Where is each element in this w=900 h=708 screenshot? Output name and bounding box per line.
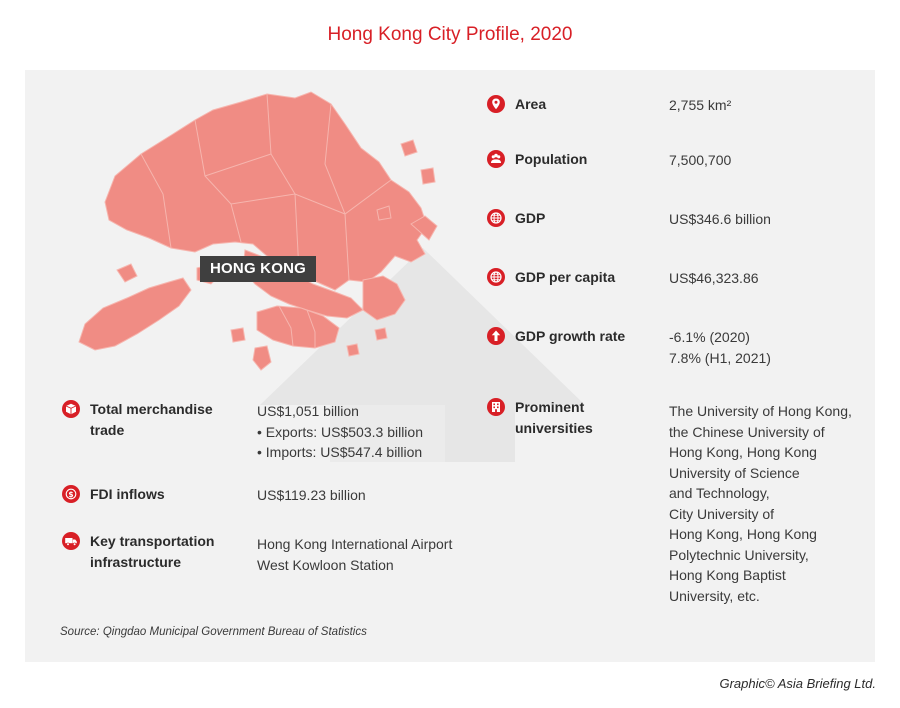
stat-value-line: Hong Kong, Hong Kong: [669, 526, 817, 542]
stat-value-line: The University of Hong Kong,: [669, 403, 852, 419]
hong-kong-map: [78, 91, 438, 371]
stat-label: Area: [515, 94, 665, 115]
stat-label-line: FDI inflows: [90, 486, 165, 502]
stat-value-line: US$119.23 billion: [257, 487, 366, 503]
stat-value: The University of Hong Kong, the Chinese …: [669, 401, 852, 606]
globe-icon: [487, 268, 505, 286]
stat-value: 7,500,700: [669, 150, 731, 171]
stat-value-line: University, etc.: [669, 587, 760, 604]
stat-value-line: City University of: [669, 505, 775, 522]
stat-label: GDP: [515, 208, 665, 229]
stat-value-line: University of Science: [669, 464, 800, 481]
truck-icon: [62, 532, 80, 550]
stat-value-line: Hong Kong, Hong Kong: [669, 444, 817, 460]
stat-label-line: GDP growth rate: [515, 328, 626, 344]
stat-value: Hong Kong International Airport West Kowl…: [257, 534, 452, 575]
stat-value-line: Hong Kong Baptist: [669, 567, 786, 583]
source-note: Source: Qingdao Municipal Government Bur…: [60, 626, 367, 638]
map-label: HONG KONG: [200, 256, 316, 282]
dollar-icon: $: [62, 485, 80, 503]
stat-value-line: Polytechnic University,: [669, 546, 809, 563]
stat-label: FDI inflows: [90, 484, 260, 505]
stat-label: Population: [515, 149, 665, 170]
stat-value-line: 7.8% (H1, 2021): [669, 349, 771, 366]
stat-label: GDP per capita: [515, 267, 665, 288]
arrow-up-icon: [487, 327, 505, 345]
stat-value-line: • Imports: US$547.4 billion: [257, 444, 423, 460]
stat-value-line: • Exports: US$503.3 billion: [257, 423, 423, 440]
stat-label-line: Prominent: [515, 399, 585, 415]
people-icon: [487, 150, 505, 168]
stat-label-line: trade: [90, 422, 125, 438]
stat-label: Key transportation infrastructure: [90, 531, 260, 573]
stat-label: Prominent universities: [515, 397, 665, 439]
stat-label-line: Total merchandise: [90, 401, 213, 417]
stat-value: US$1,051 billion • Exports: US$503.3 bill…: [257, 401, 423, 463]
stat-label-line: Key transportation: [90, 533, 215, 549]
stat-value-line: US$346.6 billion: [669, 211, 771, 227]
stat-value-line: and Technology,: [669, 485, 770, 501]
stat-value: US$346.6 billion: [669, 209, 771, 230]
graphic-credit: Graphic© Asia Briefing Ltd.: [719, 676, 876, 691]
stat-value-line: 7,500,700: [669, 152, 732, 168]
stat-label: Total merchandise trade: [90, 399, 260, 441]
stat-value-line: US$46,323.86: [669, 270, 759, 286]
svg-text:$: $: [68, 490, 73, 499]
stat-value-line: US$1,051 billion: [257, 403, 359, 419]
stat-label-line: GDP: [515, 210, 546, 226]
stat-value-line: Hong Kong International Airport: [257, 536, 453, 552]
stat-value-line: the Chinese University of: [669, 423, 825, 440]
stat-label: GDP growth rate: [515, 326, 665, 347]
building-icon: [487, 398, 505, 416]
stat-label-line: infrastructure: [90, 554, 182, 570]
globe-icon: [487, 209, 505, 227]
stat-value: 2,755 km²: [669, 95, 731, 116]
stat-value: US$46,323.86: [669, 268, 759, 289]
page-title: Hong Kong City Profile, 2020: [327, 24, 573, 45]
stat-value-line: -6.1% (2020): [669, 329, 750, 345]
stat-value-line: 2,755 km²: [669, 97, 732, 113]
profile-panel: HONG KONG Area 2,755 km² Population 7,500,7…: [25, 70, 875, 662]
location-pin-icon: [487, 95, 505, 113]
box-icon: [62, 400, 80, 418]
stat-value: -6.1% (2020) 7.8% (H1, 2021): [669, 327, 771, 368]
stat-label-line: Area: [515, 96, 547, 112]
stat-label-line: universities: [515, 420, 593, 436]
stat-value: US$119.23 billion: [257, 485, 366, 506]
stat-label-line: GDP per capita: [515, 269, 616, 285]
stat-label-line: Population: [515, 151, 588, 167]
stat-value-line: West Kowloon Station: [257, 556, 394, 573]
